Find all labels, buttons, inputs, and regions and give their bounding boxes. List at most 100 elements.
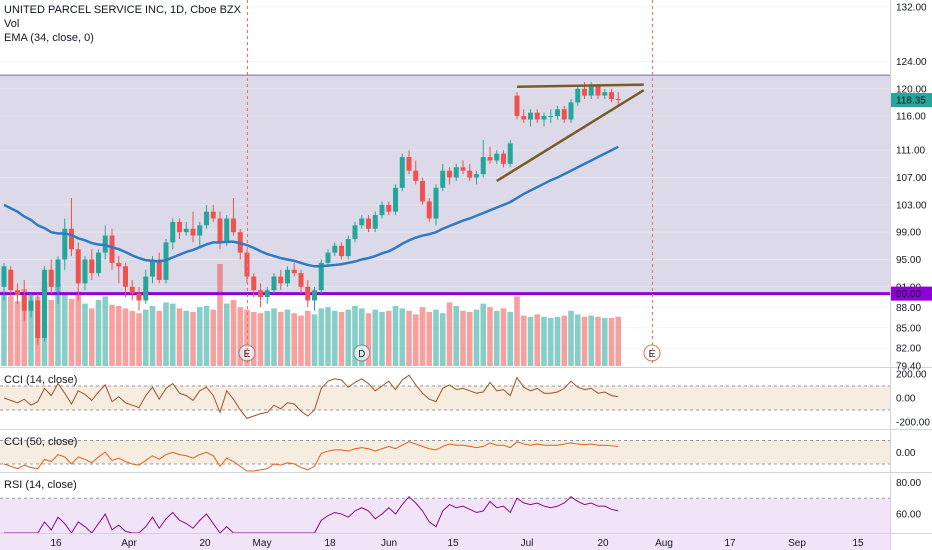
- candle-body: [62, 228, 68, 260]
- candle-body: [413, 170, 419, 181]
- rsi-tick-label: 60.00: [896, 510, 921, 521]
- cci50-pane: 0.00: [0, 429, 932, 472]
- volume-bar: [176, 308, 183, 366]
- candle-body: [582, 88, 587, 96]
- candle-body: [224, 218, 230, 243]
- volume-bar: [500, 308, 507, 366]
- volume-bar: [399, 308, 406, 366]
- cci14-band: [0, 386, 890, 410]
- volume-bar: [574, 314, 581, 366]
- price-tick-label: 103.00: [896, 200, 927, 211]
- candle-body: [136, 293, 142, 301]
- candle-body: [588, 85, 594, 96]
- time-tick-label: Jun: [381, 538, 397, 549]
- volume-bar: [183, 310, 190, 366]
- time-tick-label: 15: [447, 538, 459, 549]
- candle-body: [561, 109, 567, 120]
- volume-bar: [426, 312, 433, 366]
- candle-body: [197, 225, 203, 236]
- volume-bar: [115, 306, 122, 366]
- volume-legend: Vol: [4, 18, 20, 30]
- candle-body: [399, 157, 405, 188]
- time-tick-label: May: [253, 538, 272, 549]
- candle-body: [1, 266, 7, 287]
- volume-bar: [365, 313, 372, 366]
- volume-bar: [520, 315, 527, 366]
- candle-body: [312, 290, 317, 301]
- volume-bar: [493, 310, 500, 366]
- volume-bar: [419, 307, 426, 366]
- symbol-title: UNITED PARCEL SERVICE INC, 1D, Cboe BZX: [4, 4, 241, 16]
- volume-bar: [223, 303, 230, 366]
- volume-bar: [257, 313, 264, 366]
- price-tick-label: 107.00: [896, 173, 927, 184]
- candle-body: [359, 218, 365, 226]
- time-tick-label: Sep: [788, 538, 806, 549]
- volume-bar: [142, 309, 149, 366]
- candle-body: [447, 170, 452, 178]
- volume-bar: [163, 302, 169, 366]
- price-tick-label: 85.00: [896, 323, 921, 334]
- candle-body: [291, 269, 297, 274]
- volume-bar: [480, 303, 487, 366]
- volume-bar: [507, 312, 514, 366]
- volume-bar: [406, 310, 412, 366]
- candle-body: [393, 187, 398, 212]
- volume-bar: [196, 307, 203, 366]
- candle-body: [541, 116, 547, 120]
- candle-body: [474, 174, 479, 178]
- candle-body: [568, 102, 574, 120]
- cci50-legend: CCI (50, close): [4, 436, 78, 448]
- volume-bar: [581, 316, 588, 366]
- volume-bar: [527, 316, 534, 366]
- volume-bar: [277, 312, 284, 366]
- current-price-badge: [890, 93, 932, 108]
- volume-bar: [122, 308, 129, 366]
- volume-bar: [298, 315, 304, 366]
- candle-body: [514, 95, 520, 117]
- volume-bar: [514, 296, 520, 366]
- volume-bar: [325, 307, 331, 366]
- candle-body: [386, 204, 392, 212]
- volume-bar: [588, 315, 595, 366]
- volume-bar: [7, 296, 14, 366]
- volume-bar: [264, 310, 271, 366]
- volume-bar: [230, 300, 237, 366]
- volume-bar: [156, 310, 163, 366]
- volume-bar: [61, 294, 68, 366]
- candle-body: [379, 204, 385, 216]
- time-tick-label: 20: [199, 538, 211, 549]
- candle-body: [487, 157, 493, 161]
- volume-bar: [392, 306, 399, 366]
- volume-bar: [453, 306, 460, 366]
- candle-body: [433, 187, 439, 219]
- volume-bar: [190, 312, 196, 366]
- price-tick-label: 111.00: [896, 146, 926, 157]
- volume-bar: [95, 300, 102, 366]
- event-marker-label: D: [358, 349, 365, 360]
- cci14-tick-label: 0.00: [896, 394, 916, 405]
- time-tick-label: Aug: [655, 538, 673, 549]
- candle-body: [258, 290, 263, 298]
- candle-body: [494, 153, 500, 161]
- volume-bar: [466, 312, 473, 366]
- volume-bar: [473, 309, 480, 366]
- volume-bar: [291, 313, 298, 366]
- candle-body: [615, 99, 621, 101]
- cci14-tick-label: -200.00: [896, 418, 930, 429]
- volume-bar: [372, 309, 379, 366]
- cci50-tick-label: 0.00: [896, 448, 916, 459]
- candle-body: [251, 276, 257, 291]
- volume-bar: [28, 292, 34, 366]
- candle-body: [480, 157, 486, 175]
- candle-body: [595, 85, 601, 96]
- price-tick-label: 124.00: [896, 57, 927, 68]
- candle-body: [501, 153, 506, 164]
- candle-body: [332, 245, 338, 253]
- volume-bar: [68, 298, 75, 366]
- volume-bar: [318, 308, 325, 366]
- candle-body: [143, 276, 149, 301]
- candle-body: [352, 225, 358, 239]
- cci50-band: [0, 440, 890, 464]
